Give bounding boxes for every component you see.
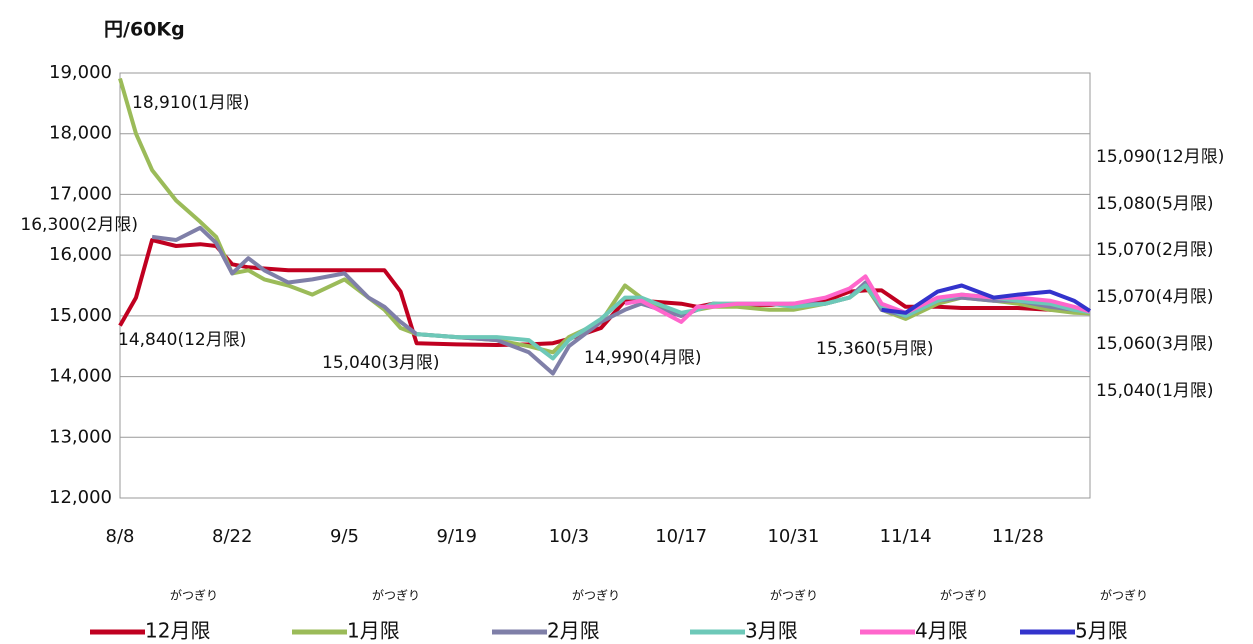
annotation: 15,060(3月限) bbox=[1096, 334, 1214, 354]
x-tick-label: 8/8 bbox=[106, 526, 135, 547]
y-tick-label: 13,000 bbox=[49, 426, 112, 447]
annotation: 14,990(4月限) bbox=[584, 348, 702, 368]
legend-ruby: がつぎり bbox=[1100, 588, 1148, 603]
annotation: 15,070(2月限) bbox=[1096, 240, 1214, 260]
legend-ruby: がつぎり bbox=[770, 588, 818, 603]
annotation: 15,040(1月限) bbox=[1096, 381, 1214, 401]
annotation: 18,910(1月限) bbox=[132, 93, 250, 113]
x-tick-label: 11/28 bbox=[992, 526, 1044, 547]
y-axis-unit: 円/60Kg bbox=[104, 19, 185, 41]
legend-ruby: がつぎり bbox=[170, 588, 218, 603]
series-line bbox=[881, 283, 1092, 315]
annotation: 15,090(12月限) bbox=[1096, 147, 1224, 167]
series-line bbox=[118, 77, 1091, 355]
annotation: 15,080(5月限) bbox=[1096, 194, 1214, 214]
series-line bbox=[118, 238, 1090, 347]
y-tick-label: 19,000 bbox=[49, 62, 112, 83]
legend-label: 5月限 bbox=[1075, 619, 1128, 643]
legend-ruby: がつぎり bbox=[372, 588, 420, 603]
x-tick-label: 9/19 bbox=[436, 526, 476, 547]
legend-label: 4月限 bbox=[915, 619, 968, 643]
annotation: 15,360(5月限) bbox=[816, 339, 934, 359]
annotation: 15,040(3月限) bbox=[322, 353, 440, 373]
x-tick-label: 8/22 bbox=[212, 526, 252, 547]
legend-label: 1月限 bbox=[347, 619, 400, 643]
plot-area bbox=[119, 72, 1091, 499]
y-tick-label: 17,000 bbox=[49, 183, 112, 204]
legend-label: 3月限 bbox=[745, 619, 798, 643]
x-tick-label: 9/5 bbox=[330, 526, 359, 547]
annotation: 16,300(2月限) bbox=[20, 215, 138, 235]
y-tick-label: 14,000 bbox=[49, 366, 112, 387]
legend-label: 2月限 bbox=[547, 619, 600, 643]
x-tick-label: 11/14 bbox=[880, 526, 932, 547]
x-tick-label: 10/17 bbox=[655, 526, 707, 547]
y-tick-label: 18,000 bbox=[49, 123, 112, 144]
annotation: 14,840(12月限) bbox=[118, 330, 246, 350]
legend-label: 12月限 bbox=[145, 619, 210, 643]
legend-ruby: がつぎり bbox=[940, 588, 988, 603]
series-line bbox=[624, 274, 1091, 324]
x-tick-label: 10/31 bbox=[767, 526, 819, 547]
y-tick-label: 12,000 bbox=[49, 487, 112, 508]
y-tick-label: 15,000 bbox=[49, 305, 112, 326]
legend-ruby: がつぎり bbox=[572, 588, 620, 603]
y-tick-label: 16,000 bbox=[49, 244, 112, 265]
annotation: 15,070(4月限) bbox=[1096, 287, 1214, 307]
x-tick-label: 10/3 bbox=[549, 526, 589, 547]
